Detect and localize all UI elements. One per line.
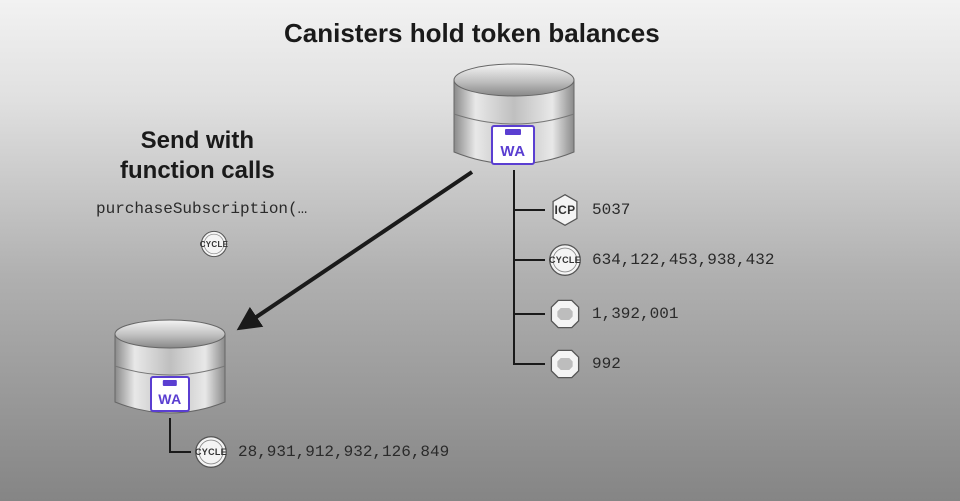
connector-line: [513, 209, 545, 211]
connector-line: [169, 451, 191, 453]
balance-row: CYCLE 634,122,453,938,432: [548, 243, 774, 277]
connector-line: [513, 313, 545, 315]
generic-token-icon: [548, 297, 582, 331]
balance-value: 5037: [592, 201, 630, 219]
token-label: CYCLE: [549, 255, 581, 265]
connector-line: [513, 170, 515, 364]
token-label: ICP: [555, 203, 576, 217]
cycle-token-icon: CYCLE: [200, 230, 228, 258]
balance-value: 28,931,912,932,126,849: [238, 443, 449, 461]
balance-value: 634,122,453,938,432: [592, 251, 774, 269]
wa-badge-icon: WA: [150, 376, 190, 412]
diagram-stage: Canisters hold token balances Send with …: [0, 0, 960, 501]
balance-row: ICP 5037: [548, 193, 630, 227]
wa-badge-text: WA: [158, 391, 182, 407]
connector-line: [513, 259, 545, 261]
balance-row: 1,392,001: [548, 297, 678, 331]
token-label: CYCLE: [200, 240, 229, 249]
token-label: CYCLE: [195, 447, 227, 457]
icp-token-icon: ICP: [548, 193, 582, 227]
balance-row: CYCLE 28,931,912,932,126,849: [194, 435, 449, 469]
cycle-token-icon: CYCLE: [194, 435, 228, 469]
balance-row: 992: [548, 347, 621, 381]
balance-value: 1,392,001: [592, 305, 678, 323]
wa-badge-icon: WA: [491, 125, 535, 165]
generic-token-icon: [548, 347, 582, 381]
connector-line: [169, 418, 171, 452]
balance-value: 992: [592, 355, 621, 373]
wa-badge-text: WA: [500, 143, 525, 160]
connector-line: [513, 363, 545, 365]
cycle-token-icon: CYCLE: [548, 243, 582, 277]
